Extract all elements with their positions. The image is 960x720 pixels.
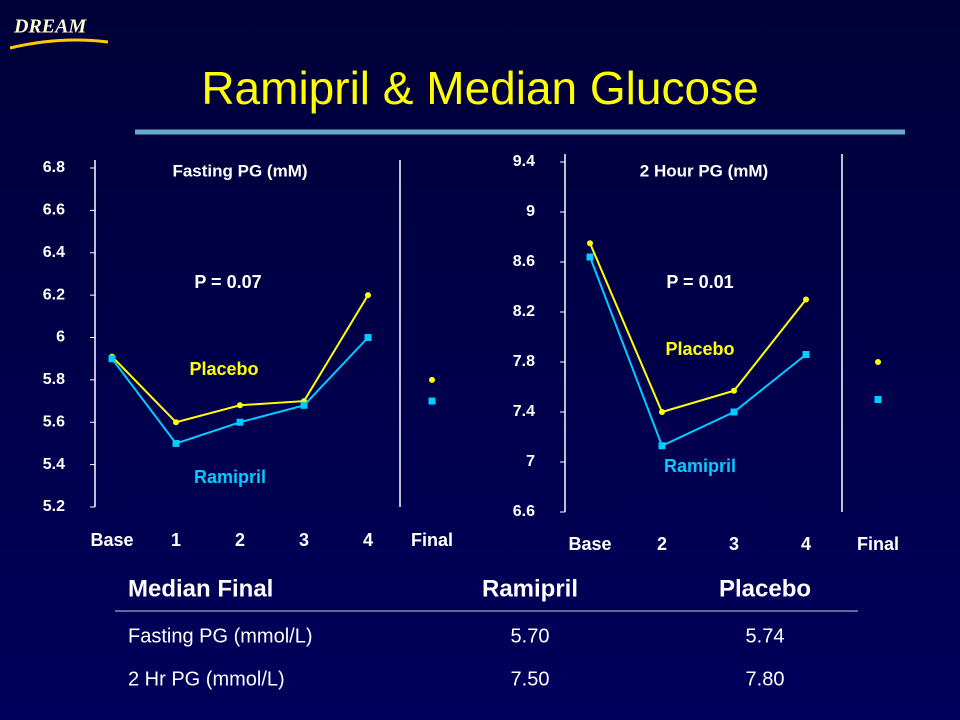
y-tick-label: 7.4 — [513, 403, 535, 420]
y-tick-label: 6.8 — [43, 159, 65, 176]
x-tick-label: 4 — [801, 534, 811, 554]
marker — [365, 292, 371, 299]
marker — [874, 396, 882, 403]
x-tick-label: 4 — [363, 530, 373, 550]
y-tick-label: 5.8 — [43, 371, 65, 388]
y-tick-label: 6 — [56, 329, 65, 346]
table-header: Placebo — [719, 575, 811, 602]
y-tick-label: 7.8 — [513, 353, 535, 370]
logo: DREAM — [13, 16, 87, 38]
y-tick-label: 8.2 — [513, 303, 535, 320]
marker — [300, 401, 308, 409]
marker — [875, 359, 881, 365]
y-tick-label: 8.6 — [513, 253, 535, 270]
p-value: P = 0.07 — [194, 272, 261, 292]
chart-title: Fasting PG (mM) — [172, 161, 307, 180]
p-value: P = 0.01 — [666, 272, 733, 292]
x-tick-label: Base — [568, 534, 611, 554]
table-cell: 2 Hr PG (mmol/L) — [128, 668, 285, 690]
series-line — [111, 336, 369, 445]
x-tick-label: 2 — [657, 534, 667, 554]
y-tick-label: 9 — [526, 203, 535, 220]
marker — [586, 253, 594, 261]
marker — [108, 355, 116, 363]
chart-title: 2 Hour PG (mM) — [640, 161, 768, 180]
logo-swoosh — [9, 38, 109, 50]
x-tick-label: 3 — [729, 534, 739, 554]
marker — [236, 418, 244, 426]
x-tick-label: Final — [411, 530, 453, 550]
x-tick-label: 2 — [235, 530, 245, 550]
marker — [587, 240, 593, 247]
x-tick-label: Base — [90, 530, 133, 550]
series-label: Ramipril — [194, 467, 266, 487]
marker — [659, 409, 665, 415]
y-tick-label: 6.2 — [43, 286, 65, 303]
series-line — [589, 256, 807, 448]
marker — [173, 419, 179, 426]
table-header: Median Final — [128, 575, 273, 602]
series-label: Placebo — [665, 339, 734, 359]
table-header: Ramipril — [482, 575, 578, 602]
marker — [364, 334, 372, 341]
table-cell: 7.80 — [746, 668, 785, 690]
marker — [172, 439, 180, 447]
slide-title: Ramipril & Median Glucose — [201, 62, 758, 114]
table-cell: 7.50 — [511, 668, 550, 690]
y-tick-label: 5.2 — [43, 498, 65, 515]
series-label: Placebo — [189, 359, 258, 379]
marker — [731, 387, 737, 394]
y-tick-label: 9.4 — [513, 153, 535, 170]
y-tick-label: 6.4 — [43, 244, 65, 261]
y-tick-label: 6.6 — [513, 503, 535, 520]
y-tick-label: 5.4 — [43, 456, 65, 473]
marker — [802, 351, 810, 358]
series-label: Ramipril — [664, 456, 736, 476]
y-tick-label: 5.6 — [43, 413, 65, 430]
marker — [730, 408, 738, 416]
y-tick-label: 7 — [526, 453, 535, 470]
x-tick-label: 3 — [299, 530, 309, 550]
marker — [428, 397, 436, 405]
table-cell: 5.70 — [511, 625, 550, 647]
series-line — [589, 242, 807, 414]
marker — [658, 442, 666, 450]
x-tick-label: 1 — [171, 530, 181, 550]
y-tick-label: 6.6 — [43, 202, 65, 219]
marker — [237, 402, 243, 409]
marker — [803, 296, 809, 303]
table-cell: 5.74 — [746, 625, 785, 647]
x-tick-label: Final — [857, 534, 899, 554]
marker — [429, 376, 435, 383]
table-cell: Fasting PG (mmol/L) — [128, 625, 312, 647]
